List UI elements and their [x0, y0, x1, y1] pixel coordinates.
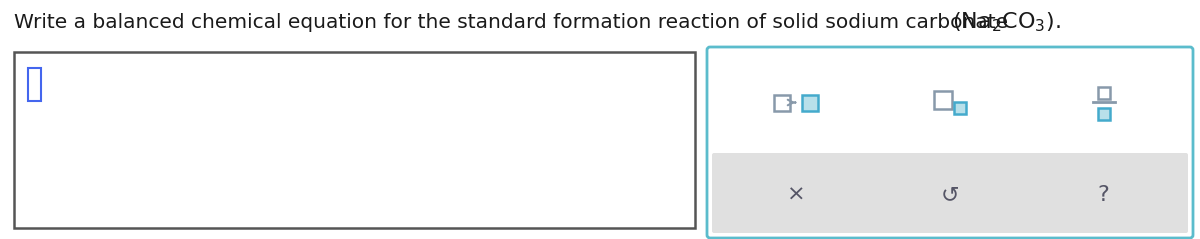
Bar: [28, 68, 41, 101]
Bar: [774, 94, 791, 110]
FancyBboxPatch shape: [707, 47, 1193, 238]
FancyBboxPatch shape: [712, 153, 1188, 233]
Bar: [14, 52, 695, 228]
Bar: [1098, 87, 1110, 98]
Text: ?: ?: [1098, 185, 1110, 205]
Bar: [934, 91, 952, 109]
Bar: [803, 94, 818, 110]
Text: $\left(\mathrm{Na}_2\mathrm{CO}_3\right).$: $\left(\mathrm{Na}_2\mathrm{CO}_3\right)…: [952, 10, 1061, 34]
Text: Write a balanced chemical equation for the standard formation reaction of solid : Write a balanced chemical equation for t…: [14, 12, 1014, 32]
Bar: [954, 102, 966, 114]
Text: ↺: ↺: [941, 185, 959, 205]
Text: ×: ×: [787, 185, 805, 205]
Bar: [1098, 108, 1110, 120]
